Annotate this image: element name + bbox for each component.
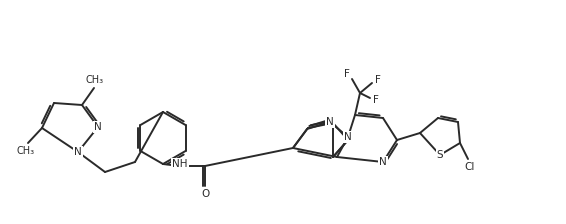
Text: O: O <box>201 189 209 199</box>
Text: N: N <box>344 132 352 142</box>
Text: N: N <box>379 157 387 167</box>
Text: CH₃: CH₃ <box>86 75 104 85</box>
Text: CH₃: CH₃ <box>17 146 35 156</box>
Text: F: F <box>375 75 381 85</box>
Text: Cl: Cl <box>465 162 475 172</box>
Text: NH: NH <box>172 159 188 169</box>
Text: N: N <box>94 122 102 132</box>
Text: F: F <box>344 69 350 79</box>
Text: N: N <box>326 117 334 127</box>
Text: F: F <box>373 95 379 105</box>
Text: N: N <box>74 147 82 157</box>
Text: S: S <box>437 150 443 160</box>
